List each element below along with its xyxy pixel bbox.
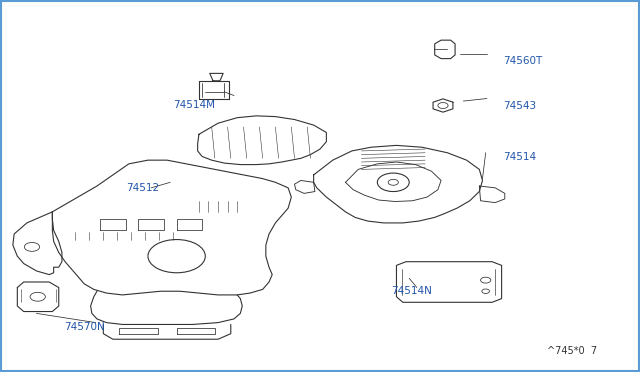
Text: 74514N: 74514N: [392, 286, 432, 296]
Text: ^745*0  7: ^745*0 7: [547, 346, 597, 356]
Text: 74570N: 74570N: [64, 322, 104, 332]
Text: 74514M: 74514M: [173, 100, 216, 110]
Text: 74514: 74514: [504, 152, 537, 162]
Text: 74512: 74512: [125, 183, 159, 193]
Text: 74560T: 74560T: [504, 56, 543, 66]
Text: 74543: 74543: [504, 100, 537, 110]
